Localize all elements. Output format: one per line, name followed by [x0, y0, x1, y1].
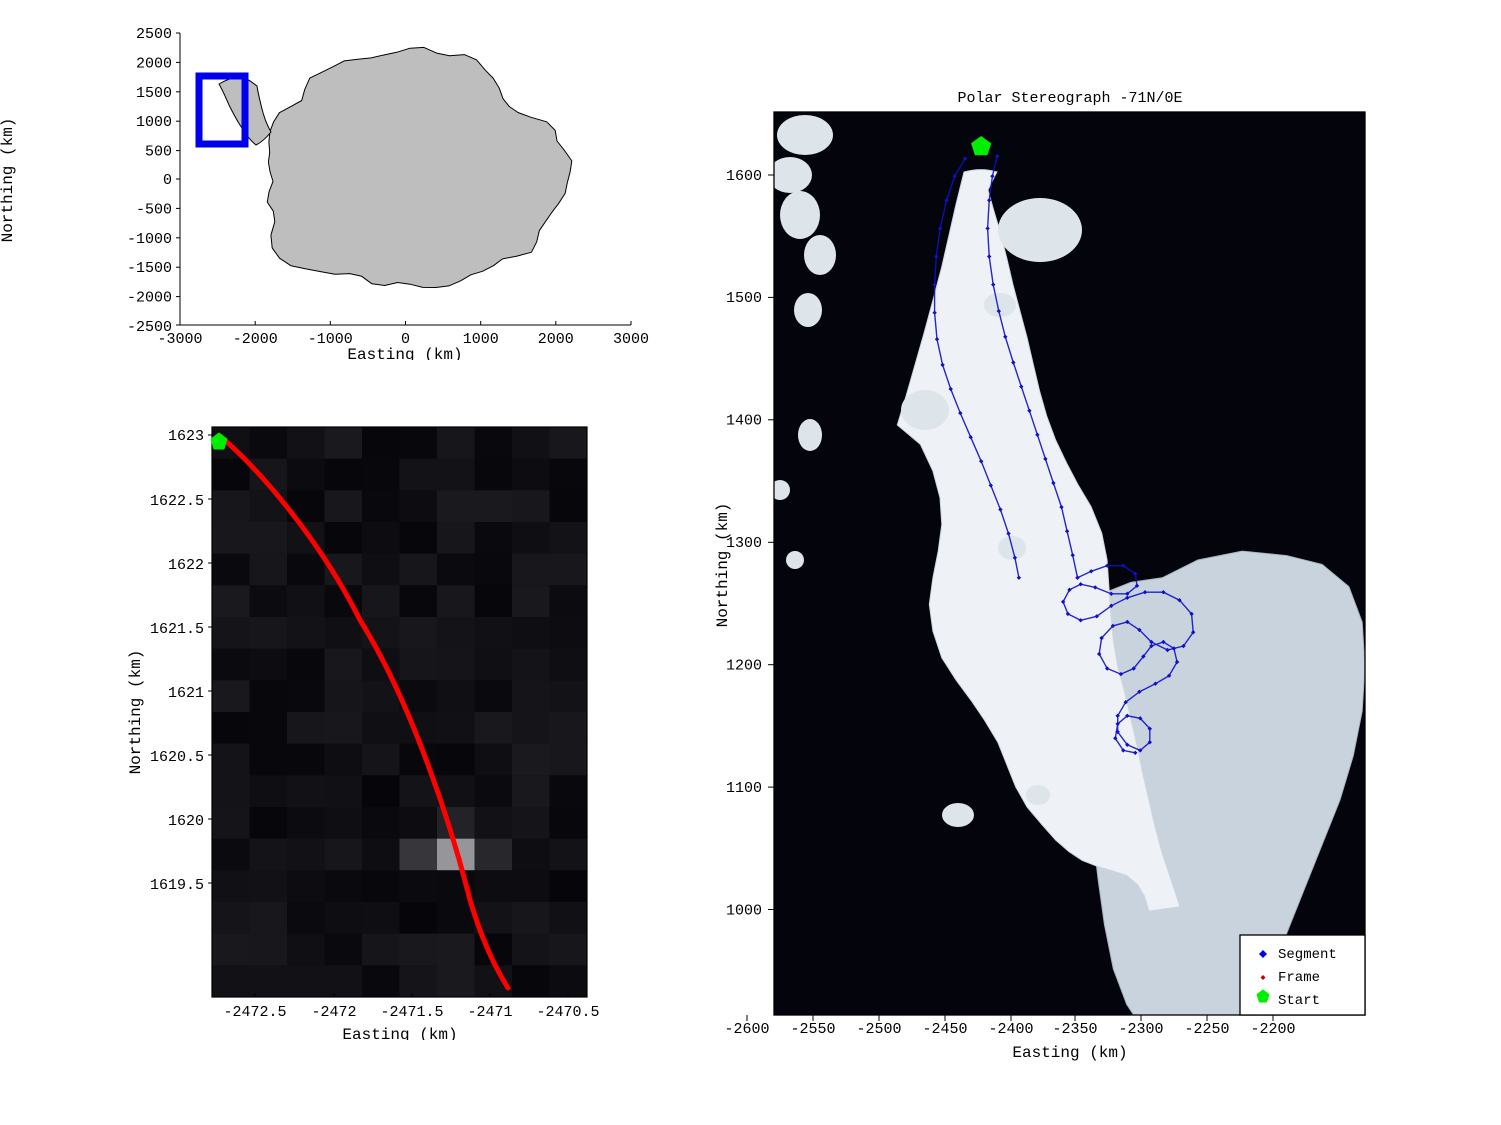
svg-text:1400: 1400 — [726, 413, 762, 430]
svg-text:Frame: Frame — [1278, 970, 1320, 986]
svg-text:1200: 1200 — [726, 658, 762, 675]
svg-text:1621.5: 1621.5 — [150, 621, 204, 638]
svg-text:-2250: -2250 — [1184, 1021, 1229, 1038]
svg-text:-1500: -1500 — [127, 260, 172, 277]
svg-text:Start: Start — [1278, 993, 1320, 1009]
svg-text:-1000: -1000 — [308, 331, 353, 348]
svg-text:-2472: -2472 — [311, 1004, 356, 1021]
svg-text:Polar Stereograph -71N/0E: Polar Stereograph -71N/0E — [957, 90, 1182, 107]
svg-text:2500: 2500 — [136, 26, 172, 43]
svg-text:Easting (km): Easting (km) — [342, 1026, 457, 1040]
svg-text:-1000: -1000 — [127, 231, 172, 248]
svg-text:-2550: -2550 — [790, 1021, 835, 1038]
svg-text:-3000: -3000 — [157, 331, 202, 348]
svg-text:1623: 1623 — [168, 428, 204, 445]
svg-text:1622.5: 1622.5 — [150, 493, 204, 510]
svg-text:1500: 1500 — [136, 85, 172, 102]
svg-text:-500: -500 — [136, 201, 172, 218]
svg-text:Northing (km): Northing (km) — [714, 503, 732, 628]
svg-text:-2350: -2350 — [1052, 1021, 1097, 1038]
svg-text:-2500: -2500 — [856, 1021, 901, 1038]
svg-text:1000: 1000 — [463, 331, 499, 348]
svg-text:2000: 2000 — [136, 55, 172, 72]
svg-text:Northing (km): Northing (km) — [0, 118, 17, 243]
svg-text:1620: 1620 — [168, 813, 204, 830]
svg-text:2000: 2000 — [538, 331, 574, 348]
svg-text:1000: 1000 — [726, 902, 762, 919]
svg-text:-2000: -2000 — [127, 290, 172, 307]
svg-text:-2400: -2400 — [988, 1021, 1033, 1038]
svg-text:1621: 1621 — [168, 685, 204, 702]
svg-text:-2470.5: -2470.5 — [536, 1004, 599, 1021]
svg-text:0: 0 — [163, 172, 172, 189]
svg-text:1600: 1600 — [726, 168, 762, 185]
svg-text:-2471: -2471 — [467, 1004, 512, 1021]
svg-text:-2471.5: -2471.5 — [380, 1004, 443, 1021]
svg-text:Easting (km): Easting (km) — [347, 346, 462, 360]
svg-text:-2450: -2450 — [922, 1021, 967, 1038]
svg-text:-2600: -2600 — [724, 1021, 769, 1038]
svg-text:1000: 1000 — [136, 114, 172, 131]
svg-text:-2000: -2000 — [233, 331, 278, 348]
svg-text:Northing (km): Northing (km) — [127, 650, 145, 775]
svg-text:-2200: -2200 — [1250, 1021, 1295, 1038]
svg-text:500: 500 — [145, 144, 172, 161]
svg-text:Easting (km): Easting (km) — [1012, 1044, 1127, 1062]
svg-text:1620.5: 1620.5 — [150, 749, 204, 766]
svg-text:1619.5: 1619.5 — [150, 877, 204, 894]
svg-text:1100: 1100 — [726, 780, 762, 797]
svg-text:-2472.5: -2472.5 — [223, 1004, 286, 1021]
svg-text:-2300: -2300 — [1118, 1021, 1163, 1038]
svg-text:1500: 1500 — [726, 290, 762, 307]
svg-text:1622: 1622 — [168, 557, 204, 574]
svg-text:3000: 3000 — [613, 331, 649, 348]
svg-text:Segment: Segment — [1278, 947, 1337, 963]
